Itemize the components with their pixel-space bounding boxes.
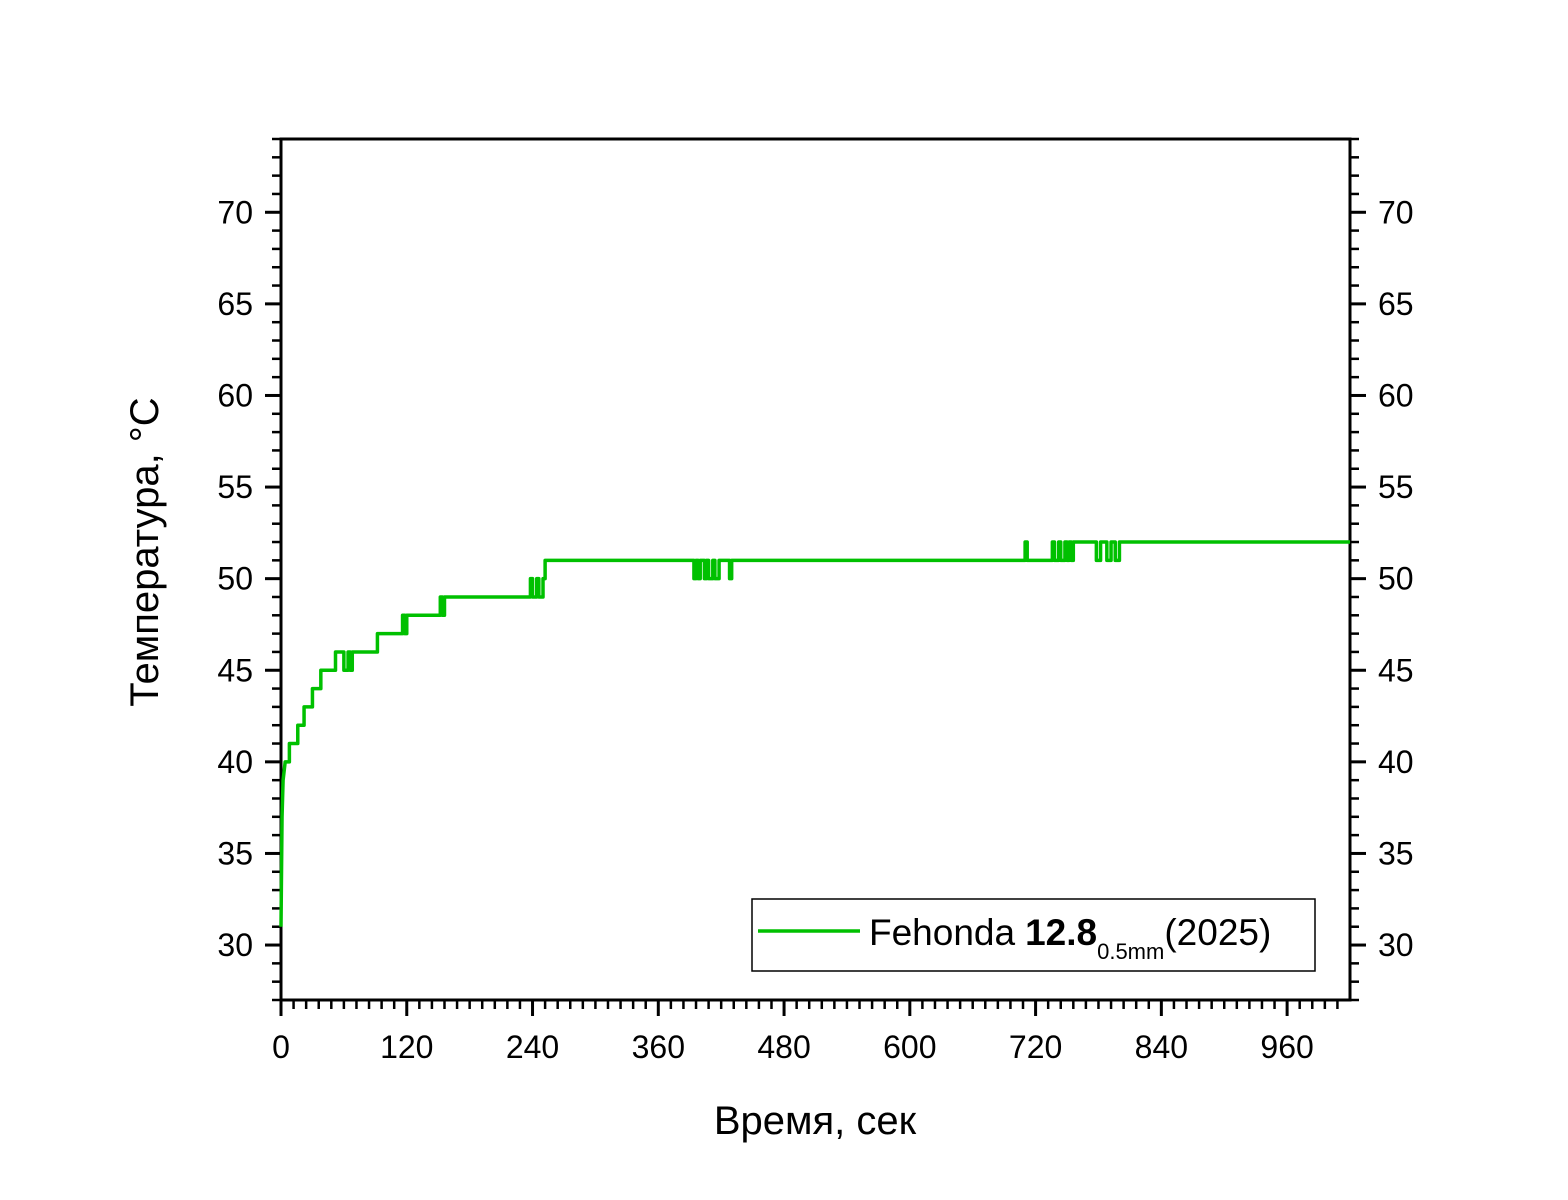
series-line xyxy=(279,540,1350,927)
y-tick-label-left: 35 xyxy=(217,835,253,871)
y-tick-label-left: 65 xyxy=(217,286,253,322)
legend-subscript: 0.5mm xyxy=(1097,939,1164,964)
plot-frame xyxy=(279,137,1352,1002)
y-tick-label-right: 30 xyxy=(1378,927,1414,963)
y-tick-label-right: 55 xyxy=(1378,469,1414,505)
y-tick-label-left: 50 xyxy=(217,561,253,597)
y-axis-title: Температура, °C xyxy=(123,397,167,706)
x-tick-label: 240 xyxy=(506,1029,559,1065)
legend-name: Fehonda xyxy=(869,912,1015,953)
y-tick-label-right: 40 xyxy=(1378,744,1414,780)
x-tick-label: 120 xyxy=(380,1029,433,1065)
x-tick-label: 0 xyxy=(272,1029,290,1065)
legend-box xyxy=(751,898,1316,972)
legend: Fehonda 12.80.5mm(2025) xyxy=(751,898,1316,972)
x-tick-label: 960 xyxy=(1260,1029,1313,1065)
legend-suffix: (2025) xyxy=(1164,912,1271,953)
y-tick-label-left: 40 xyxy=(217,744,253,780)
y-tick-label-left: 45 xyxy=(217,652,253,688)
y-tick-label-left: 70 xyxy=(217,194,253,230)
legend-label: Fehonda 12.80.5mm(2025) xyxy=(869,912,1271,964)
x-tick-label: 600 xyxy=(883,1029,936,1065)
axis-tick-labels: 0 120 240 360 480 600 720 840 960 30 30 35 35 40 40 45 4… xyxy=(217,194,1413,1065)
y-tick-label-left: 60 xyxy=(217,377,253,413)
y-tick-label-right: 60 xyxy=(1378,377,1414,413)
x-axis-title: Время, сек xyxy=(714,1099,917,1143)
y-tick-label-right: 45 xyxy=(1378,652,1414,688)
legend-value-bold: 12.8 xyxy=(1025,912,1097,953)
y-tick-label-right: 50 xyxy=(1378,561,1414,597)
x-tick-label: 480 xyxy=(757,1029,810,1065)
y-tick-label-left: 30 xyxy=(217,927,253,963)
axis-ticks xyxy=(265,137,1366,1016)
y-tick-label-left: 55 xyxy=(217,469,253,505)
y-tick-label-right: 35 xyxy=(1378,835,1414,871)
x-tick-label: 360 xyxy=(632,1029,685,1065)
y-tick-label-right: 70 xyxy=(1378,194,1414,230)
y-tick-label-right: 65 xyxy=(1378,286,1414,322)
x-tick-label: 840 xyxy=(1135,1029,1188,1065)
x-tick-label: 720 xyxy=(1009,1029,1062,1065)
